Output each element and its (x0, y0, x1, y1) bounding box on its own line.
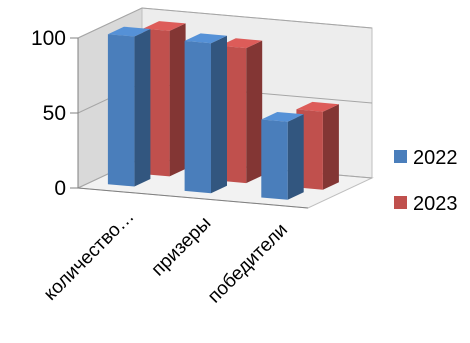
bar-side (169, 23, 186, 177)
bar-side (211, 35, 227, 194)
y-tick-label: 100 (31, 27, 66, 50)
gridline (77, 7, 373, 39)
bar-front (107, 34, 135, 187)
bar-top (107, 26, 151, 37)
bar-top (143, 21, 186, 31)
bar-top (184, 33, 227, 44)
legend: 2022 2023 (394, 147, 458, 215)
bar (184, 33, 227, 194)
bar (143, 21, 186, 177)
bar (261, 112, 304, 200)
legend-swatch (394, 196, 407, 209)
bar-side (287, 114, 304, 200)
bar-top (219, 38, 263, 49)
bar-side (322, 104, 339, 190)
category-label: призеры (148, 213, 216, 281)
category-label: победители (204, 219, 292, 307)
bar-front (184, 40, 211, 194)
bar (107, 26, 151, 187)
legend-label: 2022 (413, 147, 458, 169)
bar-front (261, 119, 288, 200)
y-tick-label: 50 (43, 102, 66, 125)
bars-group (107, 21, 339, 200)
bar-side (134, 29, 151, 187)
bar-top (261, 112, 304, 122)
bar-side (246, 40, 263, 184)
legend-label: 2023 (413, 193, 458, 215)
x-axis-line (77, 187, 309, 209)
y-tick-label: 0 (54, 177, 66, 200)
bar-top (296, 101, 339, 112)
legend-swatch (394, 150, 407, 163)
category-label: количество… (40, 206, 139, 305)
y-axis-ticks: 0 50 100 (31, 27, 66, 200)
